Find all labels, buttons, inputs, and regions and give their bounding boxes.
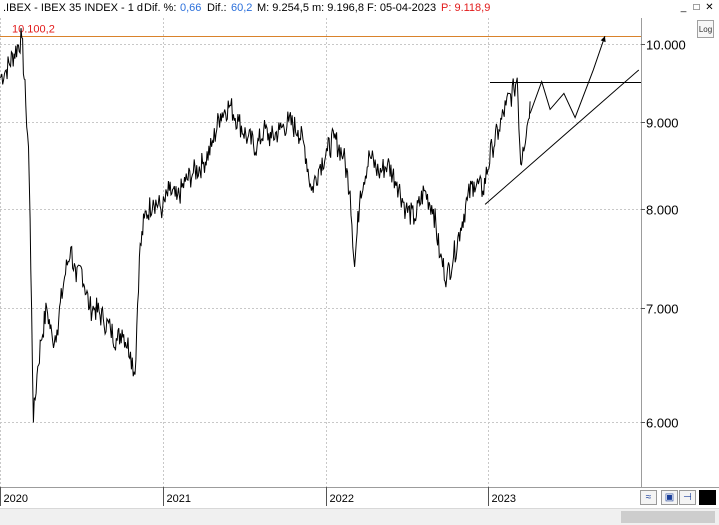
pin-icon[interactable]: ⊣ [679,490,696,505]
max-value: M: 9.254,5 [257,2,309,14]
black-square-icon[interactable] [699,490,716,505]
resistance-label: 10.100,2 [12,24,55,36]
minimize-icon[interactable]: _ [680,2,687,13]
wave-icon[interactable]: ≈ [640,490,657,505]
dif-value: 60,2 [231,2,253,14]
horizontal-scrollbar[interactable] [0,508,719,525]
maximize-icon[interactable]: □ [693,2,700,13]
y-tick-label: 8.000 [646,203,679,218]
ticker-label: .IBEX - IBEX 35 INDEX - 1 d [3,2,143,14]
scroll-thumb[interactable] [621,511,715,523]
support-trendline [484,69,640,205]
save-icon[interactable]: ▣ [661,490,678,505]
date-value: F: 05-04-2023 [367,2,437,14]
price-series-line [0,28,531,423]
price-value: P: 9.118,9 [441,2,491,14]
min-value: m: 9.196,8 [312,2,364,14]
x-tick-label: 2022 [330,493,354,505]
plot-area [0,18,641,487]
y-tick-label: 6.000 [646,416,679,431]
x-tick-label: 2020 [4,493,28,505]
header-bar: .IBEX - IBEX 35 INDEX - 1 d Dif. %: 0,66… [0,0,719,17]
dif-pct-label: Dif. %: [144,2,177,14]
projection-path [529,35,606,119]
log-scale-button[interactable]: Log [697,20,714,38]
y-tick-label: 9.000 [646,116,679,131]
dif-pct-value: 0,66 [180,2,202,14]
price-chart[interactable]: 6.000 7.000 8.000 9.000 10.000 2020 2021 2022 20… [0,0,719,508]
y-tick-label: 7.000 [646,302,679,317]
dif-label: Dif.: [207,2,227,14]
x-tick-label: 2021 [167,493,191,505]
y-tick-label: 10.000 [646,38,686,53]
x-tick-label: 2023 [492,493,516,505]
close-icon[interactable]: ✕ [705,2,714,13]
projection-arrowhead [600,36,606,43]
